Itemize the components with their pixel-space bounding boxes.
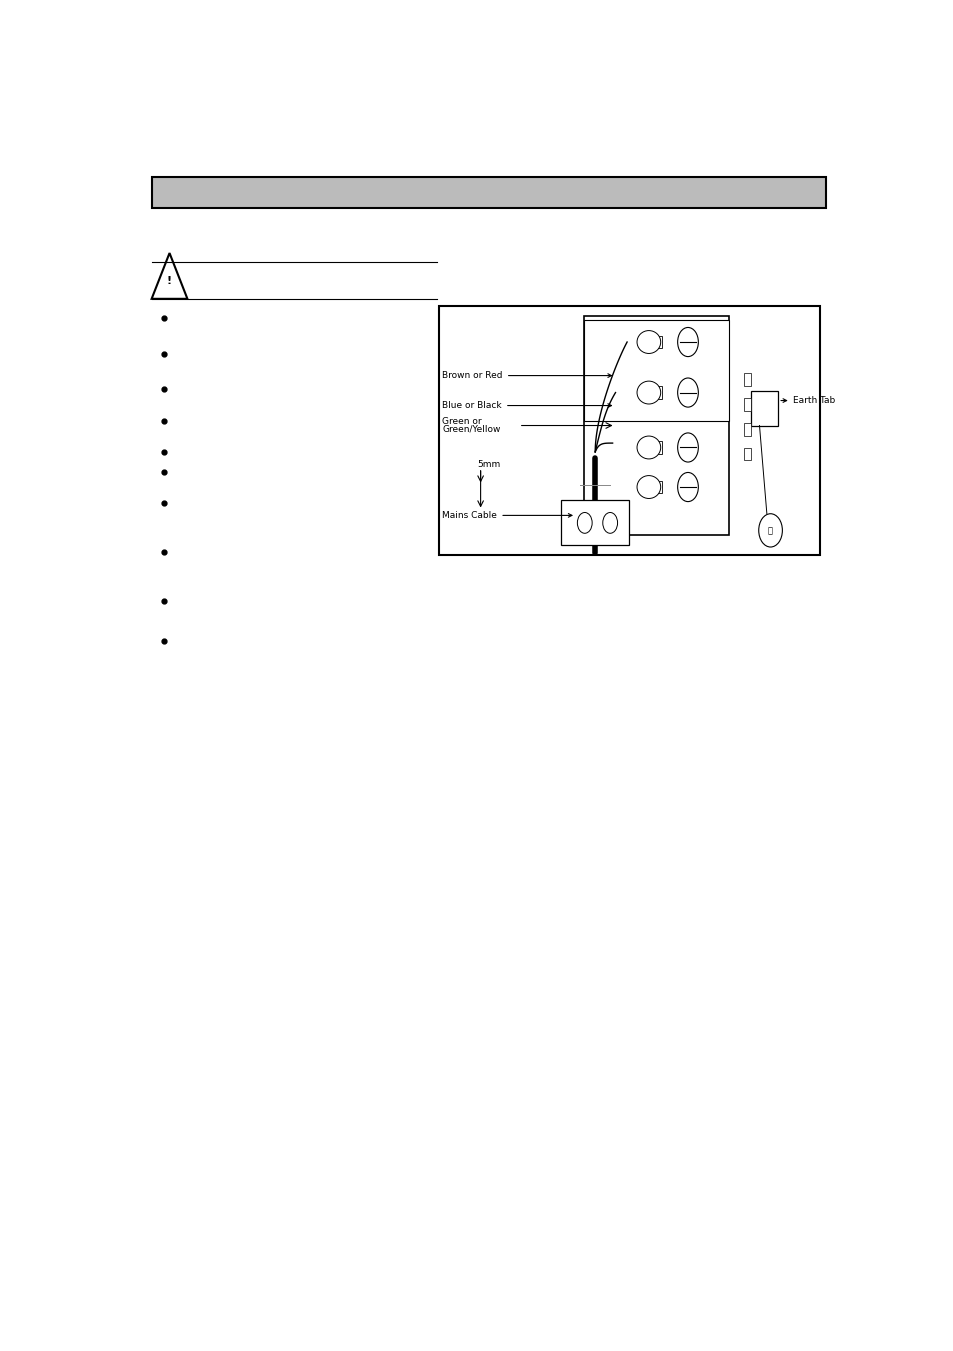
- Bar: [152, 177, 825, 208]
- Circle shape: [677, 327, 698, 357]
- Text: Green/Yellow: Green/Yellow: [442, 424, 500, 434]
- Circle shape: [758, 513, 781, 547]
- Text: Green or: Green or: [442, 417, 481, 427]
- Ellipse shape: [637, 476, 660, 499]
- Text: Earth Tab: Earth Tab: [781, 396, 835, 405]
- Bar: [560, 500, 629, 546]
- Circle shape: [677, 473, 698, 501]
- Bar: [743, 399, 750, 411]
- Bar: [648, 386, 661, 399]
- Text: !: !: [167, 276, 172, 285]
- Text: Brown or Red: Brown or Red: [442, 372, 611, 380]
- Ellipse shape: [637, 381, 660, 404]
- Ellipse shape: [637, 436, 660, 459]
- Circle shape: [677, 432, 698, 462]
- Bar: [648, 481, 661, 493]
- Bar: [743, 449, 750, 461]
- Ellipse shape: [637, 331, 660, 354]
- Bar: [743, 423, 750, 435]
- Text: Mains Cable: Mains Cable: [442, 511, 572, 520]
- Circle shape: [602, 512, 617, 534]
- Bar: [438, 305, 820, 555]
- Text: Blue or Black: Blue or Black: [442, 401, 611, 411]
- Bar: [648, 442, 661, 454]
- Bar: [583, 320, 728, 422]
- Circle shape: [677, 378, 698, 407]
- Bar: [648, 336, 661, 349]
- Circle shape: [577, 512, 592, 534]
- Bar: [751, 390, 778, 426]
- Text: 5mm: 5mm: [476, 459, 499, 469]
- Text: ⏚: ⏚: [767, 526, 772, 535]
- Bar: [743, 373, 750, 385]
- Bar: [583, 316, 728, 535]
